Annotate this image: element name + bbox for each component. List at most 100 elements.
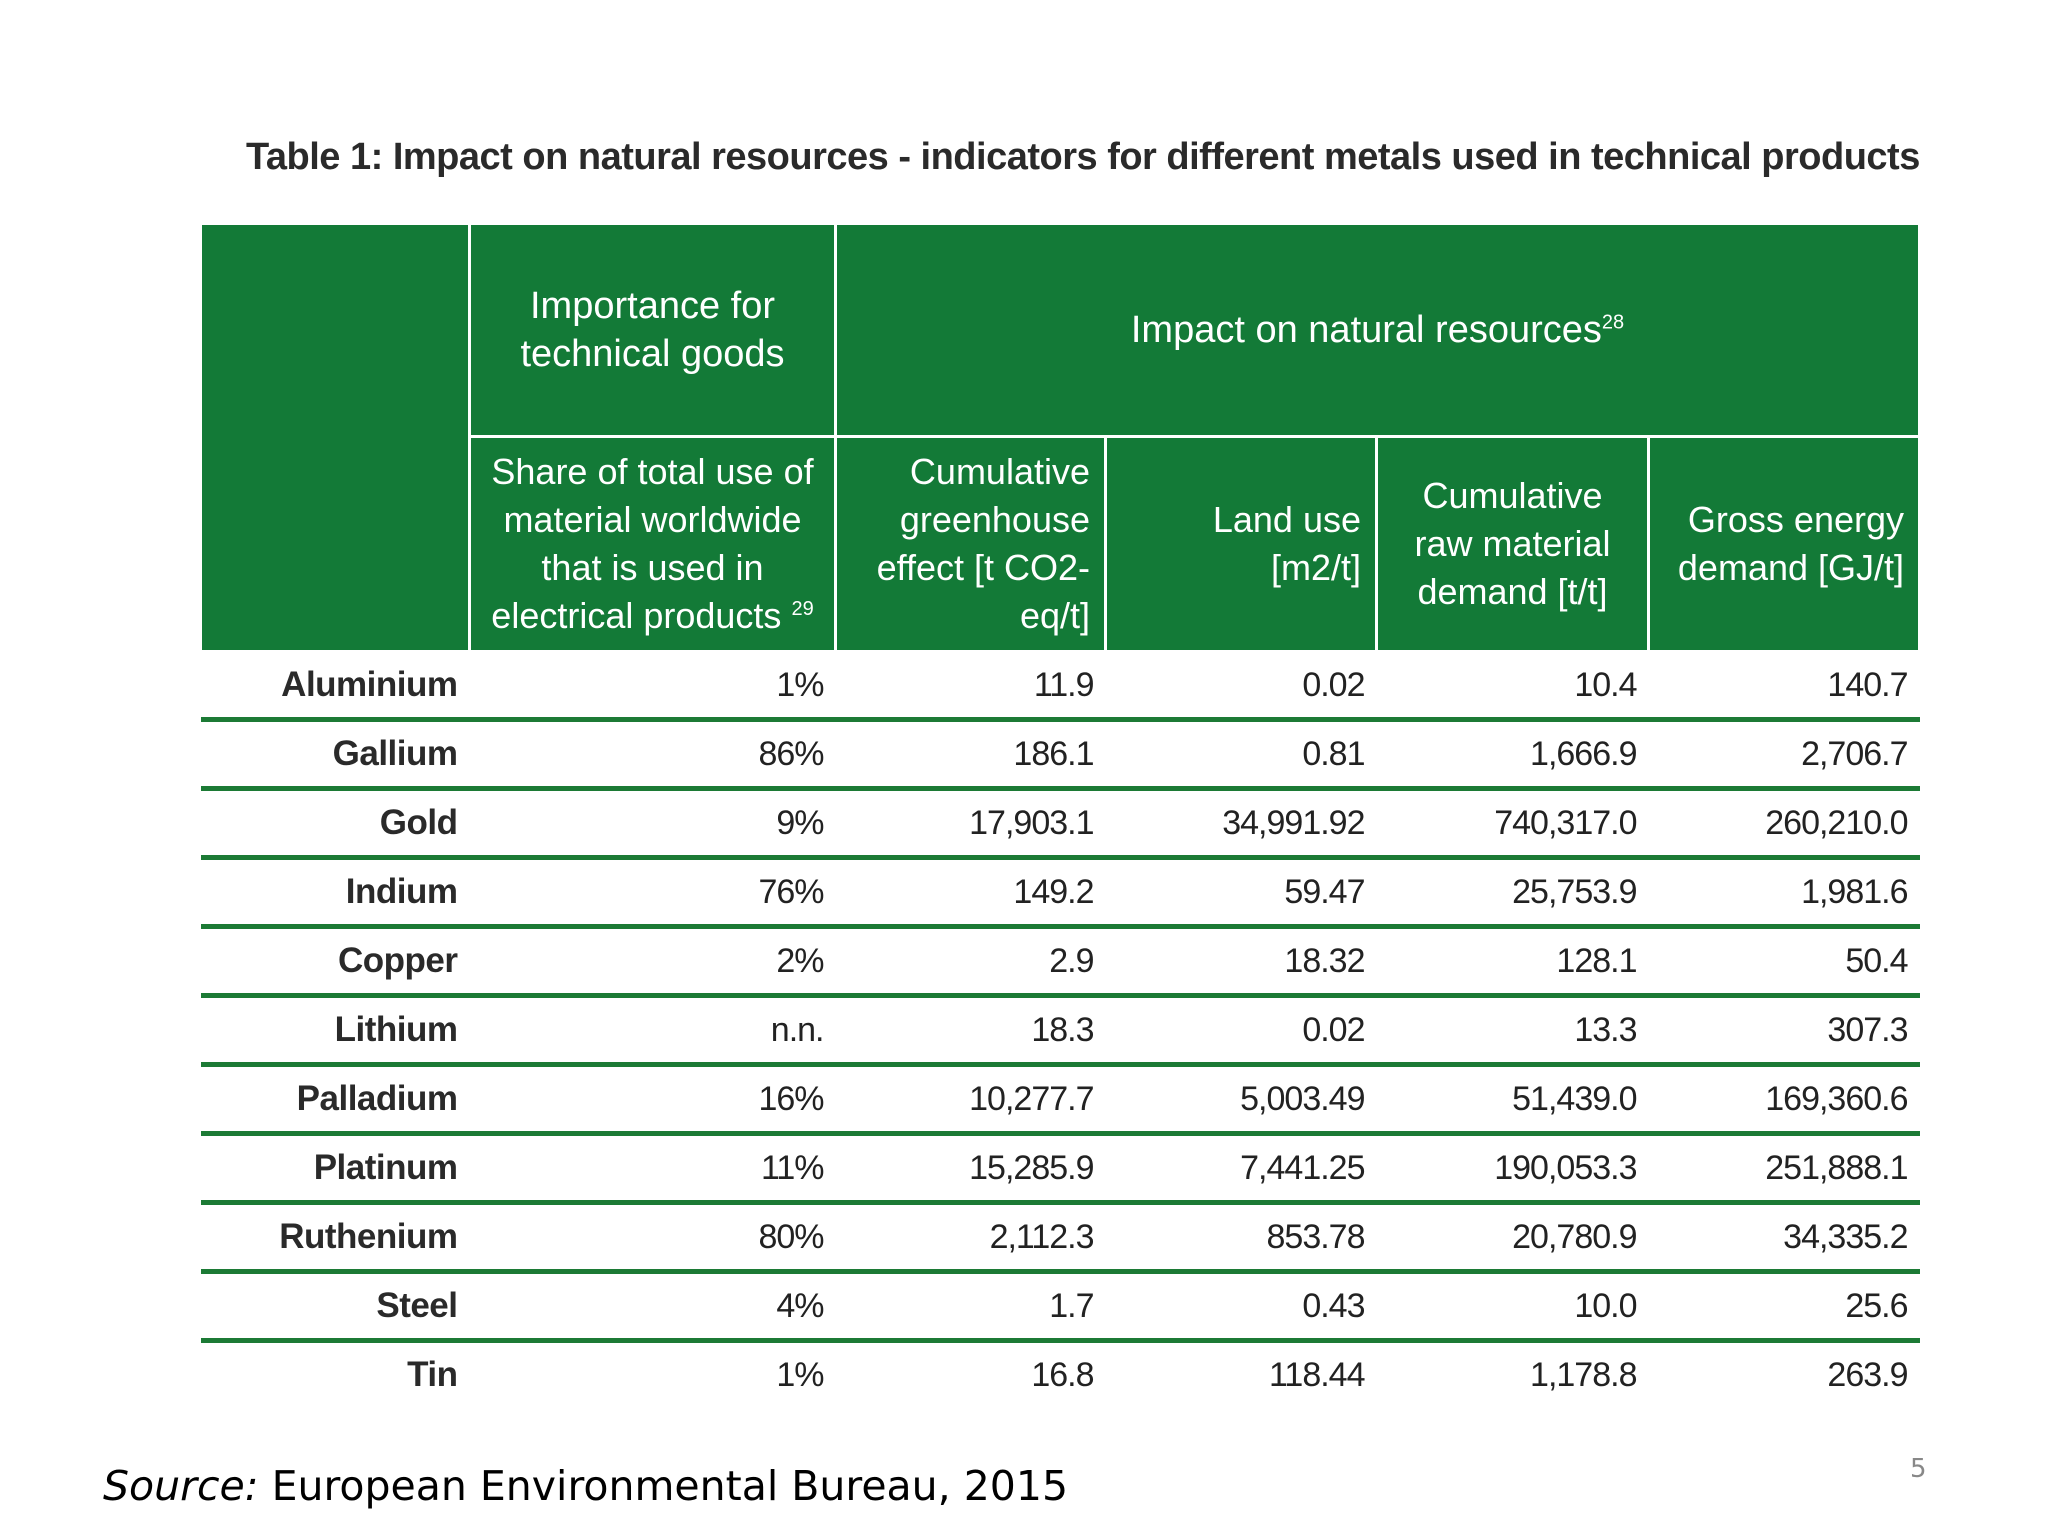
cell-share: 86% bbox=[469, 719, 836, 791]
cell-greenhouse: 16.8 bbox=[1031, 1355, 1094, 1394]
cell-greenhouse: 15,285.9 bbox=[835, 1133, 1106, 1205]
cell-share: 76% bbox=[469, 857, 836, 929]
table-row: Steel 4% 1.7 0.43 10.0 25.6 bbox=[200, 1271, 1920, 1343]
metal-name: Aluminium bbox=[200, 651, 470, 722]
header-importance-label: Importance for technical goods bbox=[520, 285, 785, 375]
cell-raw-material: 51,439.0 bbox=[1376, 1064, 1649, 1136]
header-importance: Importance for technical goods bbox=[468, 222, 837, 438]
cell-energy: 25.6 bbox=[1648, 1271, 1920, 1343]
metal-name: Palladium bbox=[200, 1064, 470, 1136]
cell-raw-material: 10.0 bbox=[1376, 1271, 1649, 1343]
table-row: Platinum 11% 15,285.9 7,441.25 190,053.3 251,… bbox=[200, 1133, 1920, 1205]
cell-greenhouse: 10,277.7 bbox=[835, 1064, 1106, 1136]
cell-land-use: 0.02 bbox=[1105, 651, 1377, 722]
table-row: Tin 1% 16.8 118.44 1,178.8 263.9 bbox=[201, 1341, 1920, 1408]
resource-table-container: Importance for technical goods Impact on… bbox=[199, 222, 1922, 1408]
header-share-footnote: 29 bbox=[791, 598, 814, 620]
cell-share: 16% bbox=[469, 1064, 836, 1136]
metal-name: Indium bbox=[200, 857, 470, 929]
table-row: Indium 76% 149.2 59.47 25,753.9 1,981.6 bbox=[200, 857, 1920, 929]
cell-raw-material: 740,317.0 bbox=[1376, 788, 1649, 860]
metal-name: Gallium bbox=[200, 719, 470, 791]
cell-greenhouse: 18.3 bbox=[835, 995, 1106, 1067]
cell-energy: 263.9 bbox=[1827, 1355, 1908, 1394]
cell-land-use: 34,991.92 bbox=[1105, 788, 1377, 860]
cell-share: 80% bbox=[469, 1202, 836, 1274]
cell-raw-material: 1,666.9 bbox=[1376, 719, 1649, 791]
header-land-use: Land use [m2/t] bbox=[1104, 435, 1378, 653]
cell-greenhouse: 11.9 bbox=[835, 651, 1106, 722]
cell-share: 1% bbox=[776, 1355, 824, 1394]
header-greenhouse: Cumulative greenhouse effect [t CO2-eq/t… bbox=[834, 435, 1107, 653]
table-row: Gold 9% 17,903.1 34,991.92 740,317.0 260,210.… bbox=[200, 788, 1920, 860]
table-row: Gallium 86% 186.1 0.81 1,666.9 2,706.7 bbox=[200, 719, 1920, 791]
cell-raw-material: 190,053.3 bbox=[1376, 1133, 1649, 1205]
cell-energy: 169,360.6 bbox=[1648, 1064, 1920, 1136]
cell-land-use: 0.43 bbox=[1105, 1271, 1377, 1343]
cell-energy: 50.4 bbox=[1648, 926, 1920, 998]
table-row: Ruthenium 80% 2,112.3 853.78 20,780.9 34,335.… bbox=[200, 1202, 1920, 1274]
header-row-columns: Share of total use of material worldwide… bbox=[201, 435, 1922, 653]
cell-land-use: 118.44 bbox=[1269, 1355, 1365, 1394]
header-share: Share of total use of material worldwide… bbox=[468, 435, 837, 653]
cell-energy: 2,706.7 bbox=[1648, 719, 1920, 791]
cell-greenhouse: 2.9 bbox=[835, 926, 1106, 998]
metal-name: Steel bbox=[200, 1271, 470, 1343]
cell-greenhouse: 2,112.3 bbox=[835, 1202, 1106, 1274]
header-impact-footnote: 28 bbox=[1601, 311, 1625, 334]
cell-share: 11% bbox=[469, 1133, 836, 1205]
header-impact: Impact on natural resources28 bbox=[833, 222, 1922, 438]
cell-energy: 1,981.6 bbox=[1648, 857, 1920, 929]
metal-name: Platinum bbox=[200, 1133, 470, 1205]
table-body: Aluminium 1% 11.9 0.02 10.4 140.7 Gallium 86% 18… bbox=[200, 651, 1920, 1408]
header-corner-cell bbox=[199, 222, 471, 653]
cell-land-use: 59.47 bbox=[1105, 857, 1377, 929]
metal-name: Tin bbox=[407, 1355, 458, 1394]
page-number: 5 bbox=[1910, 1454, 1927, 1484]
source-text: European Environmental Bureau, 2015 bbox=[258, 1462, 1069, 1510]
metal-name: Gold bbox=[200, 788, 470, 860]
table-row: Lithium n.n. 18.3 0.02 13.3 307.3 bbox=[200, 995, 1920, 1067]
cell-land-use: 5,003.49 bbox=[1105, 1064, 1377, 1136]
cell-greenhouse: 149.2 bbox=[835, 857, 1106, 929]
cell-energy: 251,888.1 bbox=[1648, 1133, 1920, 1205]
cell-raw-material: 128.1 bbox=[1376, 926, 1649, 998]
cell-energy: 34,335.2 bbox=[1648, 1202, 1920, 1274]
cell-share: 4% bbox=[469, 1271, 836, 1343]
cell-land-use: 7,441.25 bbox=[1105, 1133, 1377, 1205]
cell-land-use: 853.78 bbox=[1105, 1202, 1377, 1274]
cell-share: 9% bbox=[469, 788, 836, 860]
cell-raw-material: 25,753.9 bbox=[1376, 857, 1649, 929]
cell-greenhouse: 17,903.1 bbox=[835, 788, 1106, 860]
header-row-groups: Importance for technical goods Impact on… bbox=[199, 222, 1922, 653]
header-energy-label: Gross energy demand [GJ/t] bbox=[1677, 499, 1905, 588]
source-citation: Source: European Environmental Bureau, 2… bbox=[103, 1462, 1068, 1510]
table-header: Importance for technical goods Impact on… bbox=[199, 222, 1922, 653]
header-land-use-label: Land use [m2/t] bbox=[1212, 499, 1361, 588]
metal-name: Ruthenium bbox=[200, 1202, 470, 1274]
table-row: Aluminium 1% 11.9 0.02 10.4 140.7 bbox=[200, 651, 1920, 722]
header-raw-material: Cumulative raw material demand [t/t] bbox=[1375, 435, 1650, 653]
cell-raw-material: 1,178.8 bbox=[1530, 1355, 1637, 1394]
cell-land-use: 0.02 bbox=[1105, 995, 1377, 1067]
cell-raw-material: 10.4 bbox=[1376, 651, 1649, 722]
table-row: Copper 2% 2.9 18.32 128.1 50.4 bbox=[200, 926, 1920, 998]
cell-energy: 307.3 bbox=[1648, 995, 1920, 1067]
cell-land-use: 18.32 bbox=[1105, 926, 1377, 998]
header-share-label: Share of total use of material worldwide… bbox=[491, 451, 814, 636]
cell-land-use: 0.81 bbox=[1105, 719, 1377, 791]
metal-name: Copper bbox=[200, 926, 470, 998]
cell-greenhouse: 186.1 bbox=[835, 719, 1106, 791]
resource-table: Importance for technical goods Impact on… bbox=[199, 222, 1922, 1408]
cell-share: n.n. bbox=[469, 995, 836, 1067]
table-row: Palladium 16% 10,277.7 5,003.49 51,439.0 169,… bbox=[200, 1064, 1920, 1136]
header-impact-label: Impact on natural resources bbox=[1130, 309, 1602, 351]
metal-name: Lithium bbox=[200, 995, 470, 1067]
header-raw-material-label: Cumulative raw material demand [t/t] bbox=[1414, 475, 1611, 612]
header-energy: Gross energy demand [GJ/t] bbox=[1646, 435, 1922, 653]
cell-raw-material: 13.3 bbox=[1376, 995, 1649, 1067]
cell-greenhouse: 1.7 bbox=[835, 1271, 1106, 1343]
source-label: Source: bbox=[103, 1462, 259, 1510]
table-title: Table 1: Impact on natural resources - i… bbox=[246, 136, 1920, 178]
cell-share: 2% bbox=[469, 926, 836, 998]
